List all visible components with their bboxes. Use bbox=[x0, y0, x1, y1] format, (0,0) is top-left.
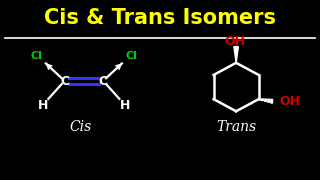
Text: Cis & Trans Isomers: Cis & Trans Isomers bbox=[44, 8, 276, 28]
Polygon shape bbox=[268, 99, 269, 102]
Text: H: H bbox=[120, 99, 130, 112]
Text: C: C bbox=[98, 75, 108, 88]
Text: Cl: Cl bbox=[125, 51, 137, 61]
Text: Cis: Cis bbox=[69, 120, 92, 134]
Polygon shape bbox=[271, 99, 273, 103]
Text: C: C bbox=[60, 75, 69, 88]
Text: OH: OH bbox=[280, 95, 300, 108]
Text: Cl: Cl bbox=[30, 51, 42, 61]
Text: H: H bbox=[37, 99, 48, 112]
Polygon shape bbox=[234, 47, 238, 63]
Text: OH: OH bbox=[224, 35, 245, 48]
Polygon shape bbox=[265, 99, 267, 102]
Polygon shape bbox=[262, 99, 263, 101]
Polygon shape bbox=[259, 99, 260, 100]
Text: Trans: Trans bbox=[216, 120, 256, 134]
